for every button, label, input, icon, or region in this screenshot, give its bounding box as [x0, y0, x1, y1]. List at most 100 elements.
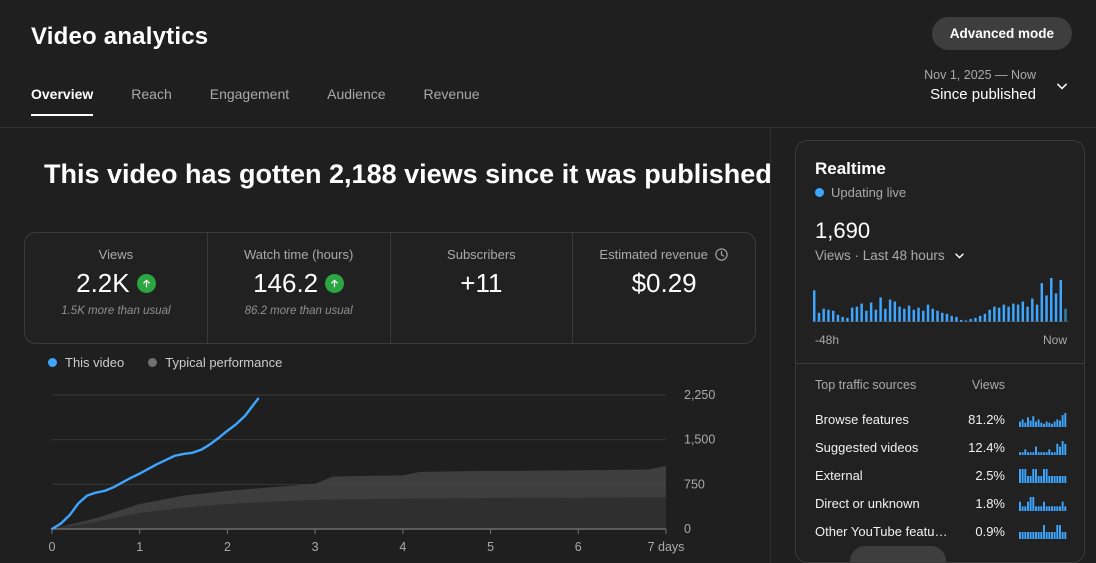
traffic-source-views: 2.5%: [975, 467, 1005, 483]
metric-label: Views: [98, 247, 134, 262]
metric-subtext: 1.5K more than usual: [61, 305, 171, 317]
divider: [796, 363, 1084, 364]
table-row[interactable]: Direct or unknown 1.8%: [796, 489, 1084, 517]
traffic-sources-table: Top traffic sources Views Browse feature…: [796, 371, 1084, 545]
metric-watch-time[interactable]: Watch time (hours) 146.2 86.2 more than …: [206, 233, 390, 343]
legend-dot-icon: [148, 358, 158, 367]
realtime-axis: -48h Now: [815, 333, 1067, 347]
table-row[interactable]: Browse features 81.2%: [796, 405, 1084, 433]
realtime-metric-label: Views · Last 48 hours: [815, 248, 945, 263]
row-sparkline: [1015, 411, 1067, 427]
tab-audience[interactable]: Audience: [327, 86, 386, 102]
metric-value-wrap: 146.2: [253, 268, 345, 298]
row-sparkline: [1015, 439, 1067, 455]
chart-legend: This video Typical performance: [24, 355, 756, 370]
table-header: Top traffic sources Views: [796, 371, 1084, 399]
realtime-title: Realtime: [815, 159, 886, 178]
tab-reach[interactable]: Reach: [131, 86, 172, 102]
page-headline: This video has gotten 2,188 views since …: [44, 159, 772, 189]
realtime-axis-start: -48h: [815, 333, 840, 347]
traffic-source-name: Other YouTube features: [815, 523, 949, 539]
svg-text:7 days: 7 days: [648, 540, 685, 554]
legend-dot-icon: [48, 358, 57, 367]
chevron-down-icon: [1057, 83, 1067, 90]
page-title: Video analytics: [31, 23, 209, 50]
svg-text:750: 750: [684, 477, 705, 491]
traffic-source-name: Suggested videos: [815, 439, 919, 455]
trend-up-icon: [136, 273, 156, 293]
date-range-preset: Since published: [930, 86, 1036, 103]
svg-text:5: 5: [487, 540, 494, 554]
advanced-mode-button[interactable]: Advanced mode: [931, 17, 1072, 50]
svg-text:1,500: 1,500: [684, 433, 715, 447]
metric-value: $0.29: [631, 268, 697, 298]
metric-value-wrap: +11: [460, 268, 502, 298]
trend-up-icon: [325, 273, 345, 293]
traffic-source-views: 81.2%: [968, 411, 1005, 427]
svg-text:6: 6: [575, 540, 582, 554]
realtime-metric-selector[interactable]: Views · Last 48 hours: [815, 247, 1084, 264]
realtime-card: Realtime Updating live 1,690 Views · Las…: [795, 140, 1085, 563]
metric-value-wrap: $0.29: [632, 268, 697, 298]
traffic-source-views: 0.9%: [975, 523, 1005, 539]
metric-value: +11: [460, 268, 503, 298]
tab-revenue[interactable]: Revenue: [423, 86, 480, 102]
metric-label: Watch time (hours): [243, 247, 354, 262]
traffic-source-name: External: [815, 467, 863, 483]
row-sparkline: [1015, 495, 1067, 511]
realtime-sparkline: [813, 278, 1069, 322]
live-label: Updating live: [831, 185, 907, 200]
clock-icon: [715, 248, 728, 261]
metric-label: Subscribers: [447, 247, 516, 262]
metric-views[interactable]: Views 2.2K 1.5K more than usual: [25, 233, 207, 343]
key-metrics-card: Views 2.2K 1.5K more than usual Watch ti…: [24, 232, 756, 344]
traffic-source-views: 1.8%: [975, 495, 1005, 511]
realtime-axis-end: Now: [1042, 333, 1067, 347]
chart-plot-area[interactable]: 0 750 1,500 2,250 0 1 2 3 4 5 6 7 days: [24, 385, 756, 563]
table-row[interactable]: External 2.5%: [796, 461, 1084, 489]
date-range-dates: Nov 1, 2025 — Now: [924, 68, 1036, 82]
tab-overview[interactable]: Overview: [31, 86, 94, 116]
table-row[interactable]: Other YouTube features 0.9%: [796, 517, 1084, 545]
metric-value: 146.2: [253, 268, 319, 298]
realtime-live-status: Updating live: [815, 185, 1084, 200]
date-range-text: Nov 1, 2025 — Now Since published: [924, 66, 1036, 105]
traffic-source-views: 12.4%: [968, 439, 1005, 455]
column-header-views: Views: [971, 378, 1005, 392]
date-range-selector[interactable]: Nov 1, 2025 — Now Since published: [924, 66, 1072, 105]
analytics-tabs: Overview Reach Engagement Audience Reven…: [31, 86, 518, 116]
metric-value: 2.2K: [76, 268, 130, 298]
see-more-button[interactable]: [850, 546, 946, 562]
column-divider: [770, 129, 771, 563]
svg-text:2,250: 2,250: [684, 388, 715, 402]
svg-text:0: 0: [684, 522, 691, 536]
overview-main-column: This video has gotten 2,188 views since …: [0, 129, 772, 563]
metric-estimated-revenue[interactable]: Estimated revenue $0.29: [572, 233, 755, 343]
metric-subtext: 86.2 more than usual: [244, 305, 353, 317]
legend-label: Typical performance: [165, 355, 283, 370]
tab-engagement[interactable]: Engagement: [209, 86, 290, 102]
legend-item-this-video[interactable]: This video: [48, 355, 124, 370]
column-header-source: Top traffic sources: [815, 378, 917, 392]
legend-label: This video: [65, 355, 125, 370]
page-header: Video analytics Advanced mode Overview R…: [0, 0, 1096, 128]
svg-text:4: 4: [399, 540, 406, 554]
traffic-source-name: Browse features: [815, 411, 909, 427]
row-sparkline: [1015, 467, 1067, 483]
svg-text:1: 1: [136, 540, 143, 554]
traffic-source-name: Direct or unknown: [815, 495, 920, 511]
live-dot-icon: [815, 188, 824, 197]
svg-text:2: 2: [224, 540, 231, 554]
realtime-view-count: 1,690: [815, 218, 871, 243]
table-row[interactable]: Suggested videos 12.4%: [796, 433, 1084, 461]
legend-item-typical-performance[interactable]: Typical performance: [148, 355, 282, 370]
metric-subscribers[interactable]: Subscribers +11: [389, 233, 573, 343]
chevron-down-icon: [954, 253, 964, 259]
views-over-time-chart: This video Typical performance 0 750 1,500…: [24, 355, 756, 563]
metric-value-wrap: 2.2K: [76, 268, 156, 298]
metric-label: Estimated revenue: [599, 247, 708, 262]
metric-label-wrap: Estimated revenue: [599, 247, 728, 262]
svg-text:3: 3: [312, 540, 319, 554]
svg-text:0: 0: [49, 540, 56, 554]
